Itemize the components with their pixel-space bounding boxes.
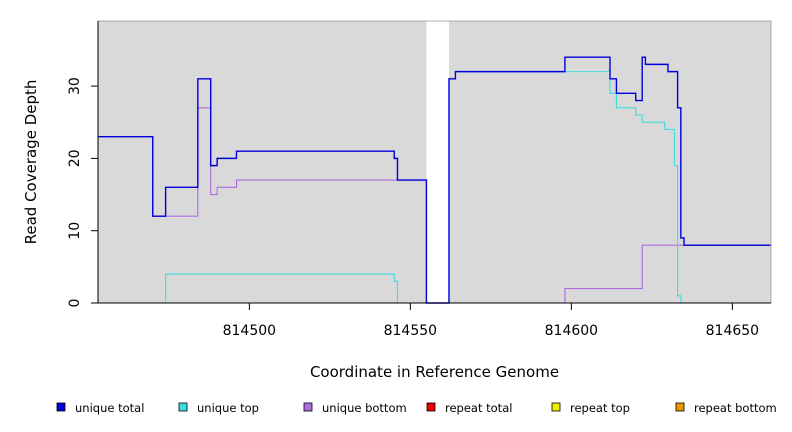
legend-label: unique bottom bbox=[322, 401, 407, 415]
y-tick-label: 20 bbox=[67, 149, 83, 167]
y-tick-label: 0 bbox=[67, 299, 83, 308]
legend-swatch bbox=[426, 402, 436, 412]
legend-item-repeat-bottom: repeat bottom bbox=[675, 401, 777, 415]
x-tick-label: 814650 bbox=[706, 323, 759, 339]
y-tick-label: 10 bbox=[67, 222, 83, 240]
series-line-unique-bottom bbox=[98, 107, 771, 304]
axes-layer: 0 10 20 30 814500 814550 814600 814650 bbox=[67, 20, 772, 339]
legend-swatch bbox=[551, 402, 561, 412]
legend-label: repeat top bbox=[570, 401, 630, 415]
legend-swatch bbox=[303, 402, 313, 412]
series-line-unique-total bbox=[98, 56, 771, 304]
legend-swatch bbox=[178, 402, 188, 412]
legend-item-unique-top: unique top bbox=[178, 401, 259, 415]
legend-label: repeat bottom bbox=[694, 401, 777, 415]
legend-swatch bbox=[675, 402, 685, 412]
legend-label: unique top bbox=[197, 401, 259, 415]
legend-item-repeat-total: repeat total bbox=[426, 401, 512, 415]
x-tick-label: 814550 bbox=[384, 323, 437, 339]
legend-item-repeat-top: repeat top bbox=[551, 401, 630, 415]
x-tick-label: 814600 bbox=[545, 323, 598, 339]
legend-label: unique total bbox=[75, 401, 144, 415]
y-tick-label: 30 bbox=[67, 77, 83, 95]
x-axis-title: Coordinate in Reference Genome bbox=[310, 363, 559, 381]
x-tick-label: 814500 bbox=[223, 323, 276, 339]
legend-item-unique-bottom: unique bottom bbox=[303, 401, 407, 415]
legend-label: repeat total bbox=[445, 401, 512, 415]
legend: unique total unique top unique bottom repea… bbox=[56, 401, 777, 415]
plot-background-group bbox=[98, 21, 771, 303]
y-axis-title: Read Coverage Depth bbox=[22, 80, 40, 245]
gap-region bbox=[426, 21, 449, 303]
legend-swatch bbox=[56, 402, 66, 412]
legend-item-unique-total: unique total bbox=[56, 401, 144, 415]
